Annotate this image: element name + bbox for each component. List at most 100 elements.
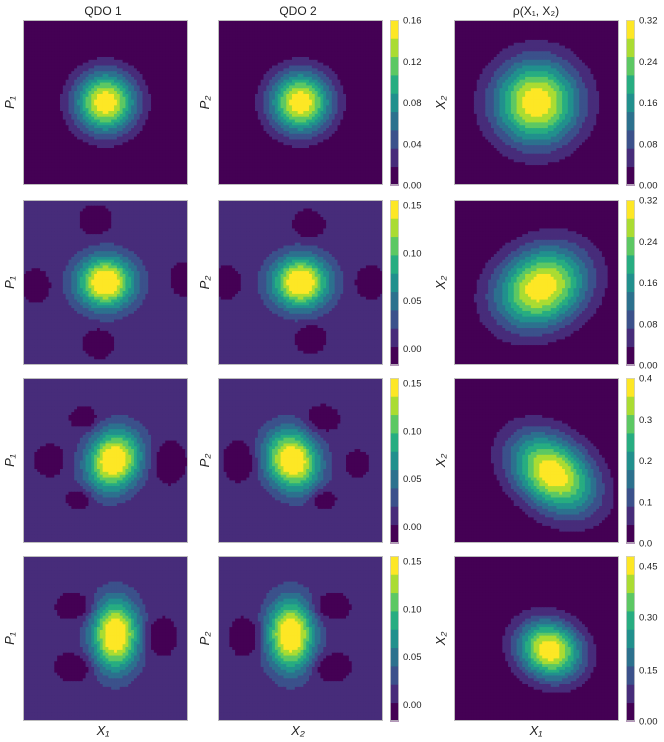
heatmap-cell — [151, 76, 155, 81]
heatmap-cell — [226, 59, 230, 64]
heatmap-cell — [77, 88, 81, 92]
heatmap-cell — [28, 20, 33, 24]
heatmap-cell — [326, 48, 330, 52]
heatmap-cell — [37, 179, 41, 183]
heatmap-cell — [153, 170, 158, 175]
heatmap-cell — [96, 165, 101, 169]
heatmap-cell — [170, 62, 175, 67]
heatmap-cell — [294, 85, 299, 89]
heatmap-cell — [114, 130, 118, 135]
heatmap-cell — [326, 82, 330, 87]
heatmap-cell — [153, 102, 158, 106]
heatmap-cell — [88, 145, 92, 149]
heatmap-cell — [323, 85, 327, 89]
heatmap-cell — [280, 91, 285, 95]
heatmap-cell — [88, 62, 92, 67]
heatmap-cell — [48, 159, 53, 163]
heatmap-cell — [306, 62, 310, 67]
heatmap-cell — [88, 108, 92, 112]
heatmap-cell — [31, 74, 35, 78]
heatmap-cell — [31, 142, 35, 146]
heatmap-cell — [51, 62, 55, 67]
heatmap-cell — [254, 22, 259, 27]
heatmap-cell — [173, 105, 178, 109]
heatmap-cell — [277, 22, 282, 27]
heatmap-cell — [365, 85, 370, 89]
heatmap-cell — [125, 162, 129, 166]
heatmap-cell — [65, 28, 70, 32]
heatmap-cell — [246, 93, 250, 98]
heatmap-cell — [65, 34, 70, 38]
heatmap-cell — [45, 182, 50, 185]
heatmap-cell — [31, 133, 35, 138]
heatmap-cell — [297, 76, 302, 81]
heatmap-cell — [331, 54, 336, 58]
heatmap-cell — [283, 45, 287, 50]
heatmap-cell — [40, 56, 44, 61]
heatmap-cell — [119, 76, 124, 81]
heatmap-cell — [108, 65, 112, 69]
heatmap-cell — [173, 119, 178, 124]
heatmap-cell — [168, 170, 172, 175]
heatmap-cell — [116, 91, 121, 95]
heatmap-cell — [317, 91, 322, 95]
heatmap-cell — [105, 20, 109, 24]
heatmap-cell — [65, 99, 70, 104]
heatmap-cell — [125, 176, 129, 180]
heatmap-cell — [274, 59, 279, 64]
heatmap-cell — [122, 173, 127, 178]
heatmap-cell — [360, 85, 364, 89]
heatmap-cell — [326, 59, 330, 64]
heatmap-cell — [377, 48, 381, 52]
heatmap-cell — [274, 71, 279, 75]
heatmap-cell — [283, 96, 287, 101]
heatmap-cell — [156, 153, 161, 158]
heatmap-cell — [365, 79, 370, 84]
heatmap-cell — [116, 170, 121, 175]
heatmap-cell — [159, 82, 163, 87]
heatmap-cell — [232, 28, 236, 32]
heatmap-cell — [368, 54, 373, 58]
heatmap-cell — [283, 62, 287, 67]
heatmap-cell — [179, 148, 183, 152]
heatmap-cell — [260, 74, 265, 78]
heatmap-cell — [165, 91, 169, 95]
heatmap-cell — [343, 48, 347, 52]
heatmap-cell — [108, 170, 112, 175]
heatmap-cell — [48, 125, 53, 129]
heatmap-cell — [136, 116, 141, 121]
heatmap-cell — [303, 51, 307, 55]
heatmap-cell — [85, 156, 90, 160]
heatmap-cell — [162, 119, 166, 124]
heatmap-cell — [237, 31, 242, 35]
heatmap-cell — [59, 170, 64, 175]
heatmap-cell — [294, 34, 299, 38]
heatmap-cell — [99, 34, 104, 38]
heatmap-cell — [170, 128, 175, 132]
heatmap-cell — [328, 71, 333, 75]
heatmap-cell — [34, 179, 38, 183]
heatmap-cell — [79, 170, 84, 175]
heatmap-cell — [82, 71, 87, 75]
heatmap-cell — [45, 42, 50, 47]
heatmap-cell — [85, 102, 90, 106]
heatmap-cell — [111, 139, 115, 143]
heatmap-cell — [131, 28, 135, 32]
heatmap-cell — [323, 91, 327, 95]
heatmap-cell — [354, 74, 358, 78]
heatmap-cell — [91, 54, 95, 58]
heatmap-cell — [374, 82, 378, 87]
heatmap-cell — [57, 139, 61, 143]
heatmap-cell — [102, 28, 107, 32]
heatmap-cell — [51, 162, 55, 166]
heatmap-cell — [119, 71, 124, 75]
heatmap-cell — [328, 91, 333, 95]
heatmap-cell — [65, 71, 70, 75]
heatmap-cell — [42, 122, 47, 126]
heatmap-cell — [179, 128, 183, 132]
heatmap-cell — [45, 165, 50, 169]
heatmap-cell — [283, 39, 287, 44]
heatmap-cell — [297, 25, 302, 30]
heatmap-cell — [377, 20, 381, 24]
heatmap-cell — [45, 37, 50, 41]
